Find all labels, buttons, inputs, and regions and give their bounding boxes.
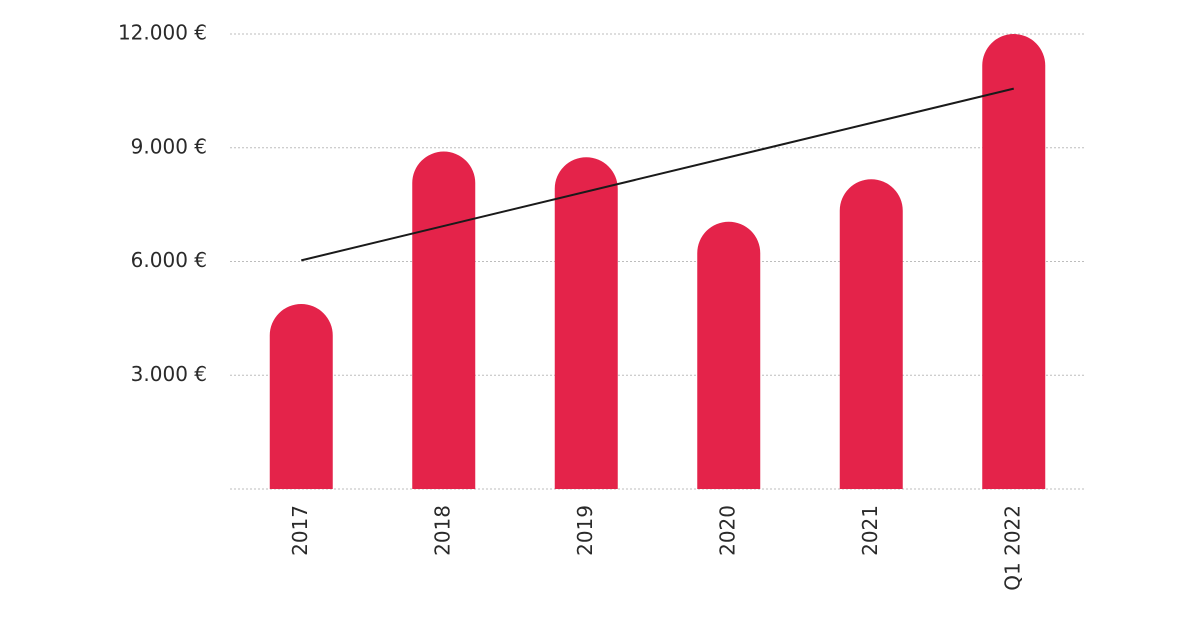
y-tick-label: 12.000 € <box>118 21 207 45</box>
y-tick-label: 9.000 € <box>131 134 207 158</box>
x-tick-label: 2018 <box>430 505 454 556</box>
bar <box>839 179 903 489</box>
x-tick-label: 2019 <box>573 505 597 556</box>
x-tick-label: 2020 <box>715 505 739 556</box>
bar <box>982 34 1046 490</box>
trend-line <box>301 87 1014 262</box>
x-tick-label: 2017 <box>288 505 312 556</box>
bar <box>412 151 476 489</box>
bar <box>697 221 761 490</box>
bar <box>554 157 618 489</box>
y-tick-label: 6.000 € <box>131 248 207 272</box>
x-tick-label: Q1 2022 <box>1000 505 1024 591</box>
x-tick-label: 2021 <box>858 505 882 556</box>
y-tick-label: 3.000 € <box>131 362 207 386</box>
bar <box>269 303 333 489</box>
